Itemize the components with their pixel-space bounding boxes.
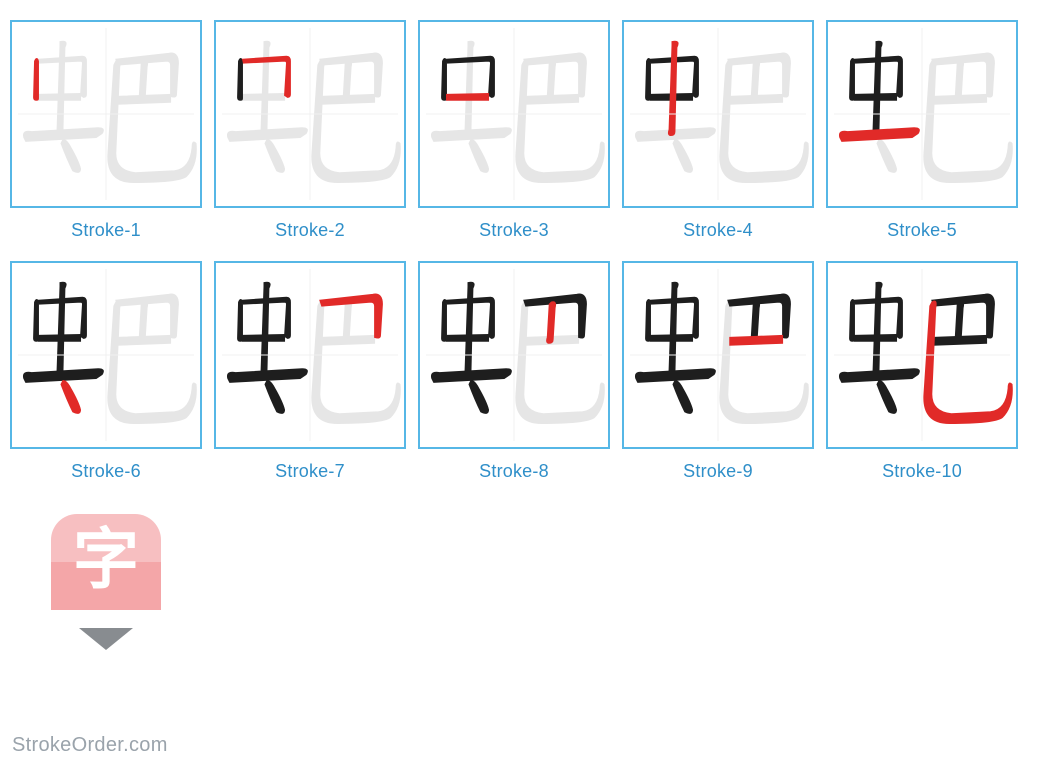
stroke-cell-5: Stroke-5: [826, 20, 1018, 241]
stroke-caption-8: Stroke-8: [479, 461, 549, 482]
stroke-tile-5: [826, 20, 1018, 208]
stroke-cell-1: Stroke-1: [10, 20, 202, 241]
stroke-tile-3: [418, 20, 610, 208]
stroke-cell-9: Stroke-9: [622, 261, 814, 482]
stroke-grid: Stroke-1 Stroke-2 Stroke-3 Stroke-4 Stroke-5…: [10, 20, 1040, 658]
stroke-caption-1: Stroke-1: [71, 220, 141, 241]
stroke-tile-1: [10, 20, 202, 208]
stroke-caption-5: Stroke-5: [887, 220, 957, 241]
stroke-caption-7: Stroke-7: [275, 461, 345, 482]
stroke-tile-4: [622, 20, 814, 208]
stroke-cell-6: Stroke-6: [10, 261, 202, 482]
stroke-cell-2: Stroke-2: [214, 20, 406, 241]
stroke-tile-8: [418, 261, 610, 449]
svg-text:字: 字: [73, 522, 139, 596]
stroke-caption-9: Stroke-9: [683, 461, 753, 482]
stroke-cell-8: Stroke-8: [418, 261, 610, 482]
stroke-cell-4: Stroke-4: [622, 20, 814, 241]
stroke-caption-10: Stroke-10: [882, 461, 962, 482]
stroke-cell-10: Stroke-10: [826, 261, 1018, 482]
stroke-tile-6: [10, 261, 202, 449]
stroke-tile-7: [214, 261, 406, 449]
watermark: StrokeOrder.com: [12, 734, 168, 757]
stroke-tile-2: [214, 20, 406, 208]
stroke-cell-3: Stroke-3: [418, 20, 610, 241]
zi-pencil-icon: 字: [41, 508, 171, 658]
zi-icon-cell: 字: [10, 502, 202, 658]
stroke-caption-3: Stroke-3: [479, 220, 549, 241]
stroke-caption-4: Stroke-4: [683, 220, 753, 241]
stroke-caption-2: Stroke-2: [275, 220, 345, 241]
stroke-cell-7: Stroke-7: [214, 261, 406, 482]
stroke-caption-6: Stroke-6: [71, 461, 141, 482]
stroke-tile-10: [826, 261, 1018, 449]
stroke-tile-9: [622, 261, 814, 449]
